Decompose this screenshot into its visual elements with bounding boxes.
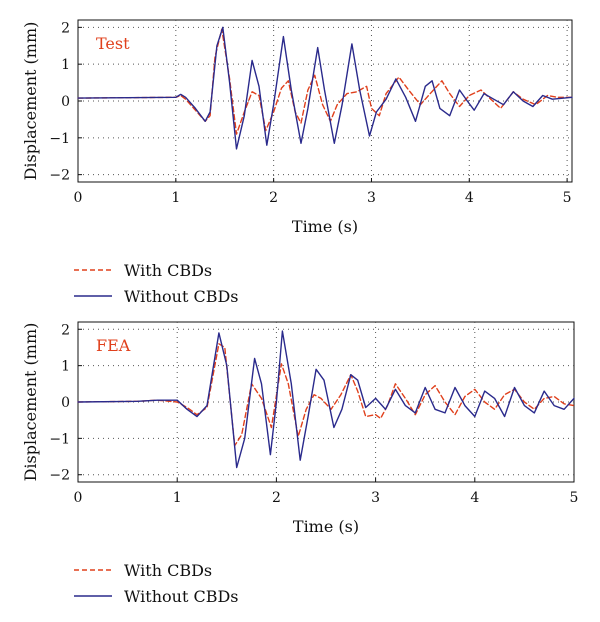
x-axis-label: Time (s) bbox=[292, 217, 358, 236]
panel-tag: FEA bbox=[96, 336, 131, 355]
y-tick-label: −1 bbox=[49, 131, 70, 147]
series-without-cbds bbox=[77, 26, 573, 150]
y-axis-label: Displacement (mm) bbox=[21, 323, 40, 482]
y-tick-label: 2 bbox=[61, 322, 70, 338]
x-tick-label: 1 bbox=[171, 190, 180, 206]
gridlines bbox=[77, 322, 575, 482]
x-tick-label: 5 bbox=[563, 190, 572, 206]
series-lines bbox=[77, 330, 575, 469]
legend-label-with-cbds: With CBDs bbox=[124, 561, 212, 580]
x-tick-label: 3 bbox=[367, 190, 376, 206]
y-axis-label: Displacement (mm) bbox=[21, 22, 40, 181]
y-tick-label: 1 bbox=[61, 57, 70, 73]
x-tick-label: 4 bbox=[470, 490, 479, 506]
series-with-cbds bbox=[77, 28, 573, 135]
legend: With CBDs Without CBDs bbox=[74, 561, 239, 606]
legend-label-without-cbds: Without CBDs bbox=[124, 587, 239, 606]
y-tick-label: 0 bbox=[61, 94, 70, 110]
series-with-cbds bbox=[77, 343, 575, 447]
panel-fea: 0 1 2 3 4 5 −2 −1 0 1 2 FEA Time (s) Displacement… bbox=[21, 321, 579, 606]
y-tick-labels: −2 −1 0 1 2 bbox=[49, 20, 70, 183]
x-tick-label: 1 bbox=[173, 490, 182, 506]
x-tick-label: 0 bbox=[74, 190, 83, 206]
series-without-cbds bbox=[77, 330, 575, 469]
x-tick-label: 2 bbox=[269, 190, 278, 206]
y-tick-label: −2 bbox=[49, 468, 70, 484]
y-tick-label: 0 bbox=[61, 395, 70, 411]
panel-test: 0 1 2 3 4 5 −2 −1 0 1 2 Test Time (s) Displacemen… bbox=[21, 19, 573, 306]
series-lines bbox=[77, 26, 573, 150]
x-tick-label: 3 bbox=[371, 490, 380, 506]
x-tick-label: 0 bbox=[74, 490, 83, 506]
panel-tag: Test bbox=[96, 34, 130, 53]
y-tick-label: 2 bbox=[61, 20, 70, 36]
plot-frame bbox=[77, 321, 575, 483]
y-tick-label: 1 bbox=[61, 359, 70, 375]
legend-label-without-cbds: Without CBDs bbox=[124, 287, 239, 306]
x-tick-label: 4 bbox=[465, 190, 474, 206]
x-tick-label: 2 bbox=[272, 490, 281, 506]
y-tick-labels: −2 −1 0 1 2 bbox=[49, 322, 70, 483]
y-tick-label: −1 bbox=[49, 431, 70, 447]
x-tick-labels: 0 1 2 3 4 5 bbox=[74, 190, 572, 206]
x-tick-label: 5 bbox=[570, 490, 579, 506]
y-tick-label: −2 bbox=[49, 168, 70, 184]
legend-label-with-cbds: With CBDs bbox=[124, 261, 212, 280]
legend: With CBDs Without CBDs bbox=[74, 261, 239, 306]
x-axis-label: Time (s) bbox=[293, 517, 359, 536]
x-tick-labels: 0 1 2 3 4 5 bbox=[74, 490, 579, 506]
